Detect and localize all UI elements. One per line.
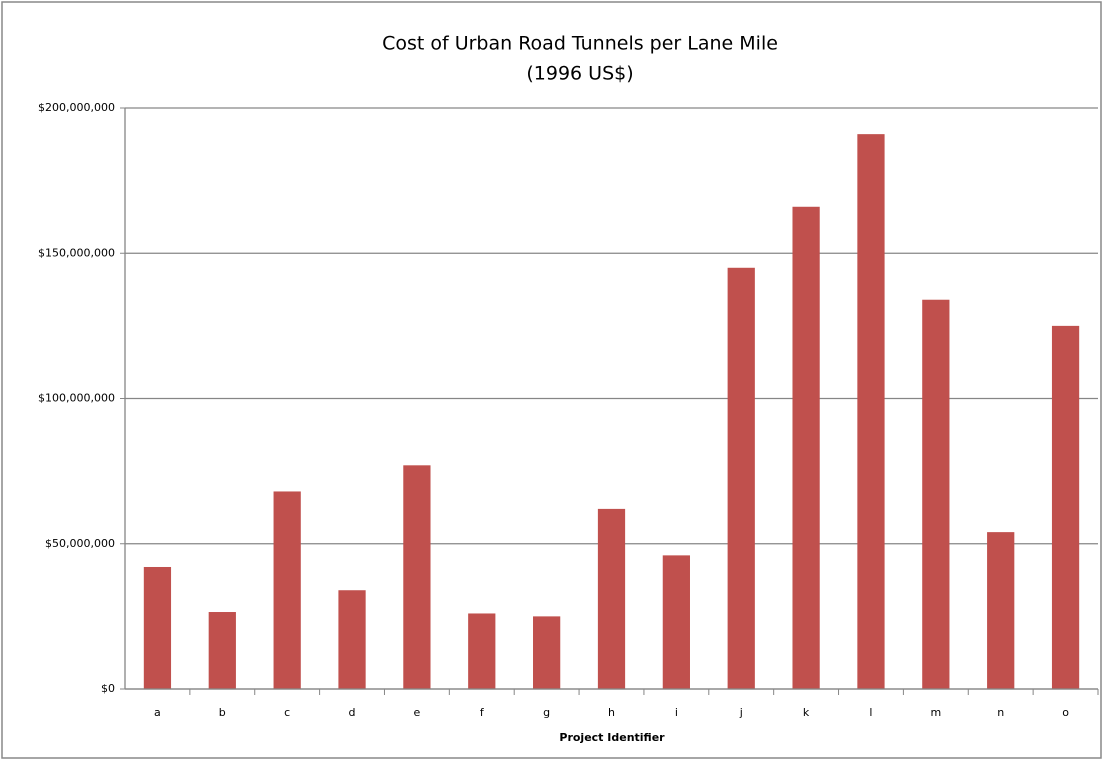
chart-subtitle: (1996 US$) <box>526 63 633 85</box>
y-tick-label: $200,000,000 <box>38 101 115 114</box>
x-tick-label: h <box>608 706 615 719</box>
bar <box>1051 325 1080 689</box>
bar <box>338 590 366 689</box>
y-tick-label: $100,000,000 <box>38 392 115 405</box>
x-tick-label: g <box>543 706 550 719</box>
x-tick-label: f <box>480 706 485 719</box>
bar <box>987 532 1015 689</box>
bar <box>792 206 820 689</box>
x-tick-label: o <box>1062 706 1069 719</box>
bar <box>143 566 172 689</box>
bar <box>533 616 561 689</box>
x-tick-label: a <box>154 706 161 719</box>
bar <box>273 491 301 689</box>
x-tick-label: n <box>997 706 1004 719</box>
x-tick-label: j <box>739 706 743 719</box>
x-tick-label: m <box>930 706 941 719</box>
x-tick-label: c <box>284 706 290 719</box>
x-tick-label: e <box>414 706 421 719</box>
x-axis-title: Project Identifier <box>559 731 665 744</box>
y-tick-label: $150,000,000 <box>38 246 115 259</box>
bar <box>727 267 755 689</box>
x-tick-label: b <box>219 706 226 719</box>
x-tick-label: l <box>869 706 872 719</box>
bar <box>922 299 950 689</box>
bar <box>662 555 690 689</box>
y-tick-label: $0 <box>101 682 115 695</box>
chart-title: Cost of Urban Road Tunnels per Lane Mile <box>382 33 778 55</box>
bar <box>403 465 431 689</box>
y-tick-label: $50,000,000 <box>45 537 115 550</box>
x-tick-label: i <box>675 706 678 719</box>
x-tick-label: k <box>803 706 810 719</box>
bar <box>468 613 496 689</box>
bar <box>597 508 626 689</box>
bar <box>857 134 885 689</box>
x-tick-label: d <box>349 706 356 719</box>
bar <box>208 612 236 689</box>
